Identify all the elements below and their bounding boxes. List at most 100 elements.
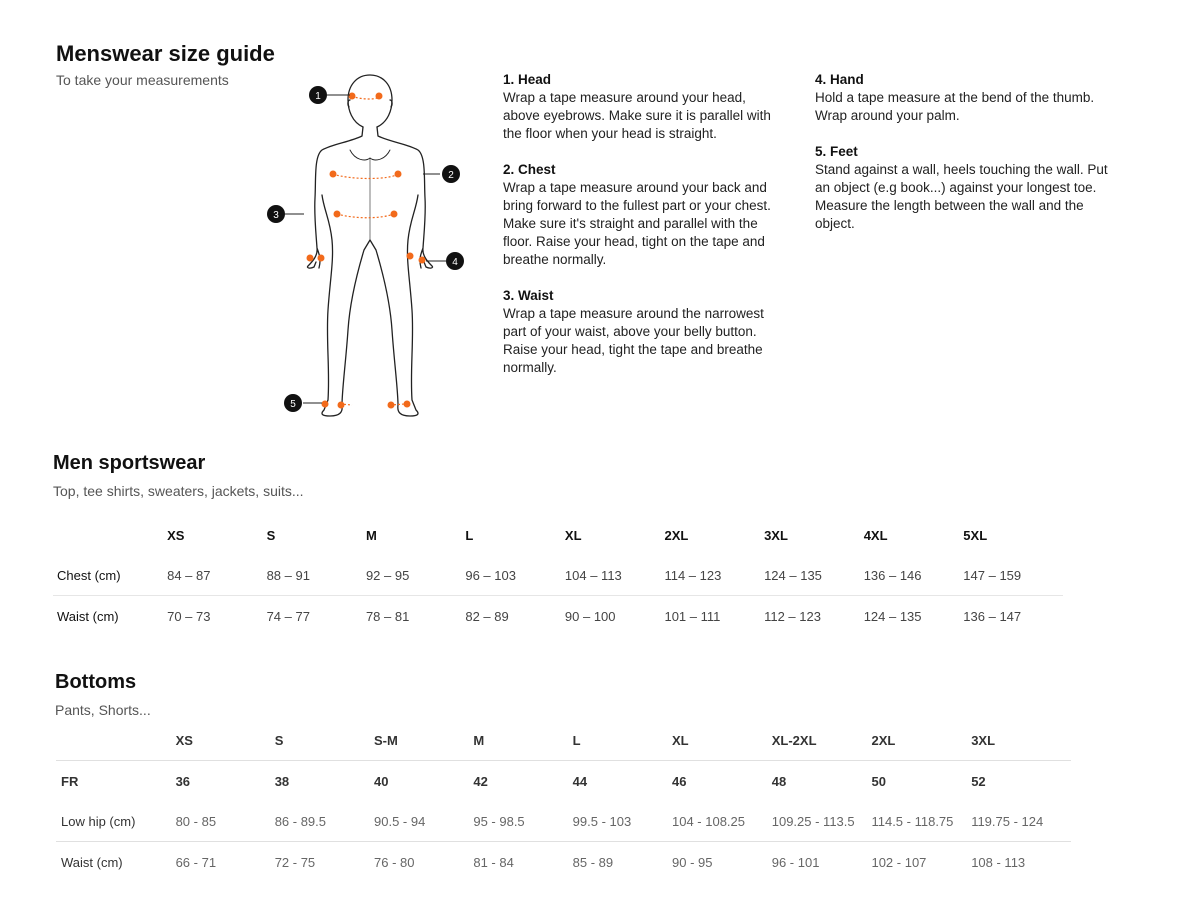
table-header-row: XS S S-M M L XL XL-2XL 2XL 3XL — [56, 720, 1071, 761]
table-cell: 136 – 146 — [863, 555, 964, 596]
table-header-cell: M — [473, 720, 573, 761]
table-cell: 88 – 91 — [266, 555, 366, 596]
table-cell: 38 — [274, 773, 290, 789]
bottoms-title: Bottoms — [55, 671, 137, 693]
row-label: Chest (cm) — [53, 555, 168, 596]
table-header-cell: S — [274, 720, 375, 761]
instructions-column-2: 4. Hand Hold a tape measure at the bend … — [815, 71, 1110, 251]
table-cell: 86 - 89.5 — [274, 801, 375, 842]
table-header-cell: 3XL — [971, 720, 1071, 761]
table-header-cell: XL — [564, 527, 582, 543]
table-cell: 66 - 71 — [175, 854, 217, 870]
table-cell: 119.75 - 124 — [971, 801, 1071, 842]
step-feet: 5. Feet Stand against a wall, heels touc… — [815, 143, 1110, 233]
step-title: 3. Waist — [503, 288, 554, 303]
table-cell: 42 — [473, 773, 488, 789]
step-text: Wrap a tape measure around your head, ab… — [503, 90, 771, 141]
table-cell: 46 — [672, 773, 687, 789]
step-title: 1. Head — [503, 72, 552, 87]
sportswear-subtitle: Top, tee shirts, sweaters, jackets, suit… — [53, 483, 304, 499]
bottoms-size-table: XS S S-M M L XL XL-2XL 2XL 3XL FR 36 38 … — [56, 720, 1071, 882]
table-cell: 102 - 107 — [871, 854, 927, 870]
step-hand: 4. Hand Hold a tape measure at the bend … — [815, 71, 1110, 125]
page-title: Menswear size guide — [56, 41, 275, 66]
table-cell: 108 - 113 — [971, 854, 1026, 870]
table-header-cell: S-M — [374, 720, 474, 761]
table-row: Low hip (cm) 80 - 85 86 - 89.5 90.5 - 94… — [56, 801, 1071, 842]
table-cell: 82 – 89 — [465, 608, 509, 624]
instructions-column-1: 1. Head Wrap a tape measure around your … — [503, 71, 773, 395]
table-cell: 80 - 85 — [175, 801, 275, 842]
table-cell: 70 – 73 — [167, 608, 211, 624]
sportswear-size-table: XS S M L XL 2XL 3XL 4XL 5XL Chest (cm) 8… — [53, 515, 1063, 636]
table-cell: 99.5 - 103 — [572, 801, 672, 842]
row-label: FR — [61, 773, 79, 789]
marker-4-icon: 4 — [446, 252, 464, 270]
table-cell: 50 — [871, 773, 886, 789]
table-cell: 90 – 100 — [564, 608, 616, 624]
table-cell: 101 – 111 — [664, 608, 721, 624]
table-cell: 40 — [374, 773, 389, 789]
svg-text:2: 2 — [448, 170, 454, 181]
table-header-cell — [53, 515, 167, 555]
table-row: Waist (cm) 66 - 71 72 - 75 76 - 80 81 - … — [56, 842, 1071, 883]
step-text: Wrap a tape measure around the narrowest… — [503, 306, 764, 375]
marker-5-icon: 5 — [284, 394, 302, 412]
step-head: 1. Head Wrap a tape measure around your … — [503, 71, 773, 143]
table-cell: 114.5 - 118.75 — [871, 801, 972, 842]
table-header-cell: M — [365, 527, 377, 543]
marker-1-icon: 1 — [309, 86, 327, 104]
table-cell: 76 - 80 — [374, 854, 415, 870]
table-header-cell — [56, 720, 176, 761]
table-header-cell: 4XL — [863, 527, 888, 543]
table-row: Chest (cm) 84 – 87 88 – 91 92 – 95 96 – … — [53, 555, 1063, 596]
table-cell: 96 – 103 — [465, 555, 565, 596]
table-cell: 36 — [175, 773, 191, 789]
step-waist: 3. Waist Wrap a tape measure around the … — [503, 287, 773, 377]
table-cell: 90.5 - 94 — [374, 801, 474, 842]
step-text: Hold a tape measure at the bend of the t… — [815, 90, 1095, 123]
svg-text:3: 3 — [273, 210, 279, 221]
table-cell: 85 - 89 — [572, 854, 614, 870]
table-cell: 84 – 87 — [167, 555, 267, 596]
table-header-cell: L — [572, 720, 672, 761]
table-cell: 95 - 98.5 — [473, 801, 573, 842]
step-chest: 2. Chest Wrap a tape measure around your… — [503, 161, 773, 269]
table-row: FR 36 38 40 42 44 46 48 50 52 — [56, 761, 1071, 802]
table-cell: 124 – 135 — [863, 608, 922, 624]
table-cell: 72 - 75 — [274, 854, 316, 870]
step-title: 2. Chest — [503, 162, 556, 177]
svg-text:5: 5 — [290, 399, 296, 410]
marker-2-icon: 2 — [442, 165, 460, 183]
table-header-cell: XS — [167, 527, 185, 543]
table-cell: 112 – 123 — [764, 608, 821, 624]
table-header-cell: 2XL — [664, 527, 689, 543]
table-cell: 92 – 95 — [365, 555, 466, 596]
table-cell: 44 — [572, 773, 588, 789]
table-cell: 104 - 108.25 — [672, 801, 772, 842]
table-row: Waist (cm) 70 – 73 74 – 77 78 – 81 82 – … — [53, 596, 1063, 637]
table-cell: 124 – 135 — [764, 555, 864, 596]
table-cell: 109.25 - 113.5 — [771, 801, 872, 842]
marker-3-icon: 3 — [267, 205, 285, 223]
table-cell: 81 - 84 — [473, 854, 514, 870]
table-header-cell: 2XL — [871, 720, 972, 761]
table-cell: 96 - 101 — [771, 854, 820, 870]
table-header-row: XS S M L XL 2XL 3XL 4XL 5XL — [53, 515, 1063, 555]
bottoms-subtitle: Pants, Shorts... — [55, 702, 151, 718]
step-title: 5. Feet — [815, 144, 858, 159]
row-label: Low hip (cm) — [56, 801, 176, 842]
table-cell: 90 - 95 — [672, 854, 713, 870]
table-header-cell: XL-2XL — [771, 720, 872, 761]
svg-text:4: 4 — [452, 257, 458, 268]
table-header-cell: 5XL — [963, 527, 988, 543]
step-title: 4. Hand — [815, 72, 864, 87]
table-cell: 114 – 123 — [664, 555, 765, 596]
sportswear-title: Men sportswear — [53, 452, 206, 474]
table-cell: 48 — [771, 773, 787, 789]
table-cell: 147 – 159 — [963, 555, 1063, 596]
table-header-cell: XL — [672, 720, 772, 761]
table-cell: 74 – 77 — [266, 608, 310, 624]
table-cell: 78 – 81 — [365, 608, 410, 624]
step-text: Stand against a wall, heels touching the… — [815, 162, 1108, 231]
